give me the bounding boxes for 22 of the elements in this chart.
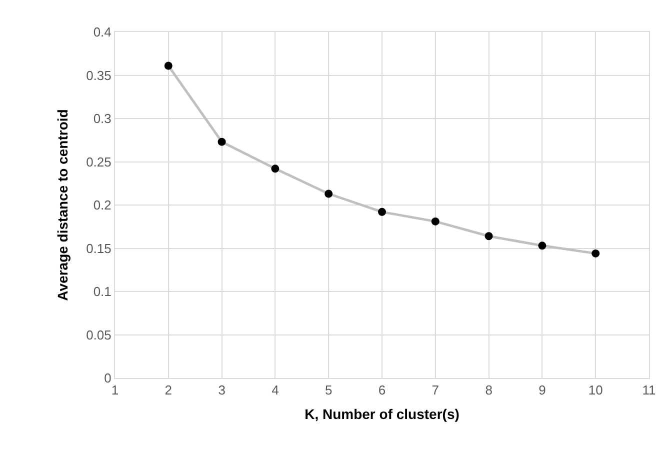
x-tick-label: 11 xyxy=(642,382,656,398)
y-tick-label: 0.2 xyxy=(93,198,112,213)
y-tick-label: 0.3 xyxy=(93,111,112,126)
y-tick-label: 0 xyxy=(104,370,112,386)
y-tick-label: 0.4 xyxy=(93,24,112,40)
x-tick-label: 7 xyxy=(432,382,440,398)
x-axis-title: K, Number of cluster(s) xyxy=(304,406,460,422)
y-tick-label: 0.35 xyxy=(86,68,112,83)
x-tick-label: 10 xyxy=(588,382,603,398)
y-tick-label: 0.1 xyxy=(93,284,112,300)
x-tick-label: 8 xyxy=(485,382,492,398)
y-axis-title: Average distance to centroid xyxy=(54,109,71,301)
y-tick-label: 0.25 xyxy=(86,154,112,170)
x-tick-label: 2 xyxy=(164,382,172,398)
x-tick-label: 5 xyxy=(324,382,332,398)
x-tick-label: 4 xyxy=(272,382,279,398)
x-tick-label: 6 xyxy=(378,382,386,398)
x-tick-label: 3 xyxy=(218,382,226,398)
x-tick-label: 1 xyxy=(111,382,119,398)
x-tick-label: 9 xyxy=(538,382,546,398)
y-tick-label: 0.05 xyxy=(86,327,112,342)
y-tick-label: 0.15 xyxy=(86,240,112,256)
